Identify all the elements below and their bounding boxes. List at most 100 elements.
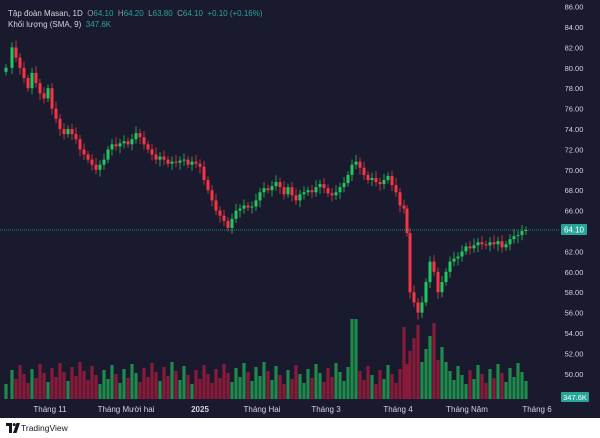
candle-body: [382, 180, 386, 185]
candle-body: [274, 182, 278, 187]
candle-body: [4, 67, 8, 72]
candle-body: [254, 200, 258, 207]
volume-bar: [158, 381, 162, 399]
candle-body: [496, 241, 500, 245]
candle-body: [262, 188, 266, 193]
candle-body: [242, 205, 246, 209]
candle-body: [154, 154, 158, 160]
candle-body: [314, 187, 318, 193]
volume-bar: [350, 319, 354, 399]
tradingview-brand[interactable]: TradingView: [21, 423, 68, 433]
candle-body: [282, 187, 286, 195]
volume-bar: [210, 383, 214, 399]
volume-bar: [258, 376, 262, 399]
price-tick: 54.00: [565, 329, 584, 338]
volume-bar: [230, 382, 234, 399]
volume-bar: [382, 379, 386, 399]
candle-body: [90, 159, 94, 165]
change-value: +0.10 (+0.16%): [207, 9, 263, 18]
candle-body: [412, 292, 416, 303]
time-tick: Tháng Năm: [446, 405, 488, 414]
candle-body: [394, 185, 398, 193]
candle-body: [86, 154, 90, 160]
candle-body: [94, 164, 98, 170]
volume-bar: [408, 351, 412, 399]
candle-body: [38, 83, 42, 94]
volume-bar: [4, 384, 8, 399]
volume-bar: [432, 323, 436, 399]
candle-body: [476, 242, 480, 246]
volume-bar: [460, 375, 464, 399]
tradingview-logo-icon[interactable]: [6, 423, 22, 433]
candle-layer: [4, 40, 528, 320]
candle-body: [50, 88, 54, 109]
volume-bar: [110, 365, 114, 399]
candle-body: [484, 244, 488, 246]
volume-bar: [250, 381, 254, 399]
volume-bar: [178, 380, 182, 399]
candle-body: [166, 159, 170, 164]
chart-panel[interactable]: 86.00 84.00 82.00 80.00 78.00 76.00 74.00 72.00…: [0, 0, 600, 418]
volume-bar: [34, 378, 38, 399]
candle-body: [142, 137, 146, 145]
candle-body: [30, 72, 34, 89]
volume-bar: [46, 382, 50, 399]
volume-bar: [282, 384, 286, 399]
candle-body: [98, 164, 102, 170]
volume-bar: [524, 381, 528, 399]
time-tick: Tháng 4: [383, 405, 413, 414]
volume-bar: [226, 373, 230, 399]
volume-bar: [198, 379, 202, 399]
time-axis[interactable]: Tháng 11 Tháng Mười hai 2025 Tháng Hai Tháng…: [0, 399, 560, 418]
candle-body: [78, 139, 82, 150]
candle-body: [266, 188, 270, 191]
time-tick: Tháng Mười hai: [97, 405, 155, 414]
symbol-name[interactable]: Tập đoàn Masan: [8, 9, 69, 18]
volume-bar: [214, 369, 218, 399]
volume-bar: [94, 375, 98, 399]
volume-bar: [512, 377, 516, 399]
volume-indicator-name[interactable]: Khối lượng (SMA, 9): [8, 20, 82, 29]
open-label: O: [87, 9, 94, 18]
volume-bar: [508, 368, 512, 399]
candle-body: [444, 271, 448, 283]
volume-bar: [218, 378, 222, 399]
candle-body: [26, 78, 30, 89]
candle-body: [106, 149, 110, 160]
volume-bar: [234, 368, 238, 399]
candle-body: [460, 251, 464, 257]
volume-bar: [50, 368, 54, 399]
volume-bar: [130, 364, 134, 399]
price-chart[interactable]: 86.00 84.00 82.00 80.00 78.00 76.00 74.00 72.00…: [0, 0, 600, 418]
volume-bar: [74, 376, 78, 399]
volume-bar: [464, 384, 468, 399]
volume-bar: [358, 371, 362, 399]
price-tick: 76.00: [565, 105, 584, 114]
candle-body: [488, 242, 492, 246]
volume-bar: [424, 349, 428, 399]
volume-legend: Khối lượng (SMA, 9) 347.6K: [8, 20, 111, 29]
candle-body: [14, 47, 18, 58]
candle-body: [504, 244, 508, 248]
volume-bar: [488, 369, 492, 399]
volume-bar: [330, 377, 334, 399]
volume-bar: [254, 367, 258, 399]
candle-body: [58, 118, 62, 130]
volume-bar: [440, 347, 444, 399]
volume-bar: [162, 367, 166, 399]
price-tick: 52.00: [565, 349, 584, 358]
candle-body: [346, 174, 350, 184]
price-axis[interactable]: 86.00 84.00 82.00 80.00 78.00 76.00 74.00 72.00…: [565, 3, 584, 400]
candle-body: [512, 236, 516, 240]
volume-bar: [174, 371, 178, 399]
candle-body: [456, 256, 460, 259]
candle-body: [230, 218, 234, 228]
volume-bar: [310, 378, 314, 399]
candle-body: [468, 246, 472, 249]
volume-bar: [14, 379, 18, 399]
candle-body: [330, 193, 334, 196]
candle-body: [238, 208, 242, 211]
volume-bar: [405, 364, 409, 399]
volume-bar: [484, 383, 488, 399]
volume-bar: [504, 382, 508, 399]
